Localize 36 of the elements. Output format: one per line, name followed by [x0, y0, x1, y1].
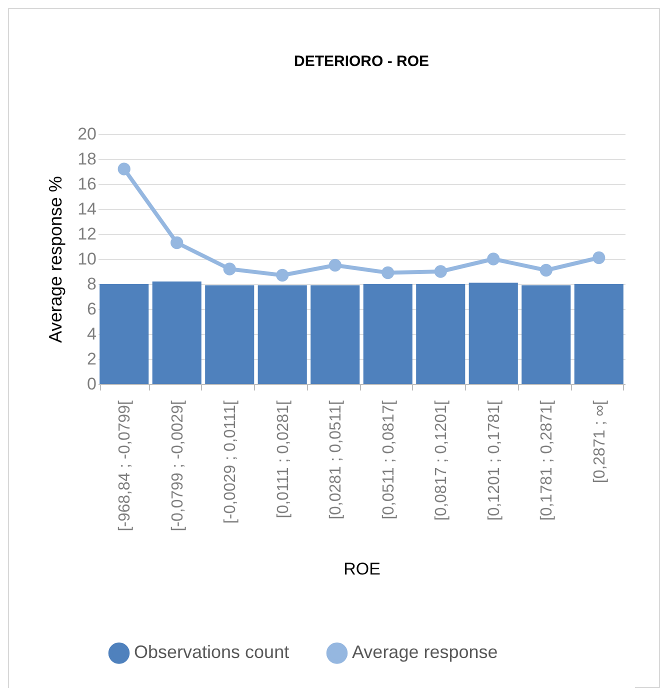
x-tick-label: [-0,0799 ; -0,0029[ — [169, 400, 186, 532]
point — [118, 162, 130, 176]
x-tick-label: [0,2871 ; ∞[ — [591, 400, 608, 484]
x-tick-label: [0,0817 ; 0,1201[ — [433, 400, 450, 521]
y-tick-label: 4 — [87, 324, 96, 344]
x-tick-label: [0,0281 ; 0,0511[ — [328, 400, 345, 520]
point — [223, 262, 236, 276]
y-tick-label: 18 — [78, 150, 96, 168]
y-tick-label: 6 — [87, 300, 96, 318]
point — [540, 264, 552, 277]
point — [592, 251, 606, 264]
x-tick-label: [-0,0029 ; 0,0111[ — [222, 400, 240, 524]
point — [328, 258, 342, 272]
y-tick-label: 16 — [78, 174, 96, 194]
point — [170, 236, 184, 250]
y-tick-label: 0 — [87, 374, 96, 394]
point — [434, 265, 447, 278]
legend-label: Average response — [352, 642, 498, 662]
point — [487, 252, 500, 266]
y-tick-label: 10 — [78, 250, 96, 268]
chart-title: DETERIORO - ROE — [294, 53, 430, 70]
x-tick-label: [-968,84 ; -0,0799[ — [116, 400, 134, 532]
x-axis-title: ROE — [344, 559, 380, 578]
point — [276, 268, 289, 282]
x-tick-label: [0,1781 ; 0,2871[ — [538, 400, 556, 521]
y-tick-label: 20 — [78, 124, 96, 144]
legend-label: Observations count — [134, 642, 290, 662]
point — [382, 266, 394, 280]
y-tick-label: 12 — [78, 224, 96, 244]
y-axis-title: Average response % — [46, 176, 66, 343]
y-tick-label: 8 — [87, 274, 96, 294]
x-tick-label: [0,0511 ; 0,0817[ — [380, 400, 398, 520]
x-tick-label: [0,0111 ; 0,0281[ — [274, 400, 292, 518]
y-tick-label: 2 — [87, 350, 96, 368]
x-tick-label: [0,1201 ; 0,1781[ — [486, 400, 503, 521]
y-tick-label: 14 — [78, 200, 96, 218]
